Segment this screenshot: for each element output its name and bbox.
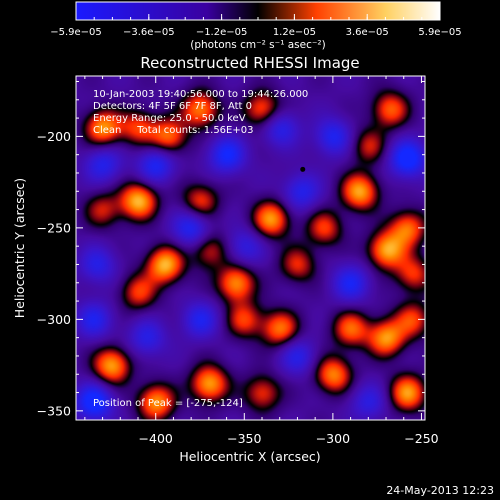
annotation-peak-position: Position of Peak = [-275,-124] — [93, 398, 243, 409]
colorbar-tick-label: 3.6e−05 — [346, 27, 389, 38]
annotation-detectors: Detectors: 4F 5F 6F 7F 8F, Att 0 — [93, 101, 252, 112]
y-tick-label: −200 — [37, 129, 71, 144]
colorbar-tick-label: −3.6e−05 — [123, 27, 175, 38]
plot-frame — [75, 75, 426, 421]
annotation-time-range: 10-Jan-2003 19:40:56.000 to 19:44:26.000 — [93, 89, 308, 100]
colorbar-ticks: −5.9e−05 −3.6e−05 −1.2e−05 1.2e−05 3.6e−05 5.… — [50, 14, 462, 38]
heatmap-image — [76, 76, 425, 420]
annotations: 10-Jan-2003 19:40:56.000 to 19:44:26.000… — [93, 89, 308, 409]
x-tick-label: −350 — [227, 431, 261, 446]
colorbar-tick-label: −5.9e−05 — [50, 27, 102, 38]
annotation-total-counts: Clean Total counts: 1.56E+03 — [93, 125, 253, 136]
colorbar-unit-label: (photons cm⁻² s⁻¹ asec⁻²) — [190, 39, 325, 51]
colorbar: −5.9e−05 −3.6e−05 −1.2e−05 1.2e−05 3.6e−05 5.… — [50, 1, 462, 51]
annotation-energy-range: Energy Range: 25.0 - 50.0 keV — [93, 113, 246, 124]
y-tick-label: −300 — [37, 312, 71, 327]
plot-area: −400 −350 −300 −250 −350 −300 −250 −200 — [37, 75, 439, 446]
colorbar-tick-label: −1.2e−05 — [196, 27, 248, 38]
y-tick-label: −250 — [37, 220, 71, 235]
axis-ticks: −400 −350 −300 −250 −350 −300 −250 −200 — [37, 76, 439, 446]
peak-marker — [300, 166, 306, 172]
y-axis-label: Heliocentric Y (arcsec) — [12, 178, 27, 318]
colorbar-tick-label: 5.9e−05 — [418, 27, 461, 38]
x-tick-label: −400 — [139, 431, 173, 446]
colorbar-tick-label: 1.2e−05 — [273, 27, 316, 38]
x-axis-label: Heliocentric X (arcsec) — [179, 449, 320, 464]
x-tick-label: −300 — [316, 431, 350, 446]
heatmap-raster — [76, 76, 425, 420]
y-tick-label: −350 — [37, 403, 71, 418]
chart-title: Reconstructed RHESSI Image — [140, 54, 359, 72]
x-tick-label: −250 — [404, 431, 438, 446]
footer-timestamp: 24-May-2013 12:23 — [386, 484, 494, 497]
